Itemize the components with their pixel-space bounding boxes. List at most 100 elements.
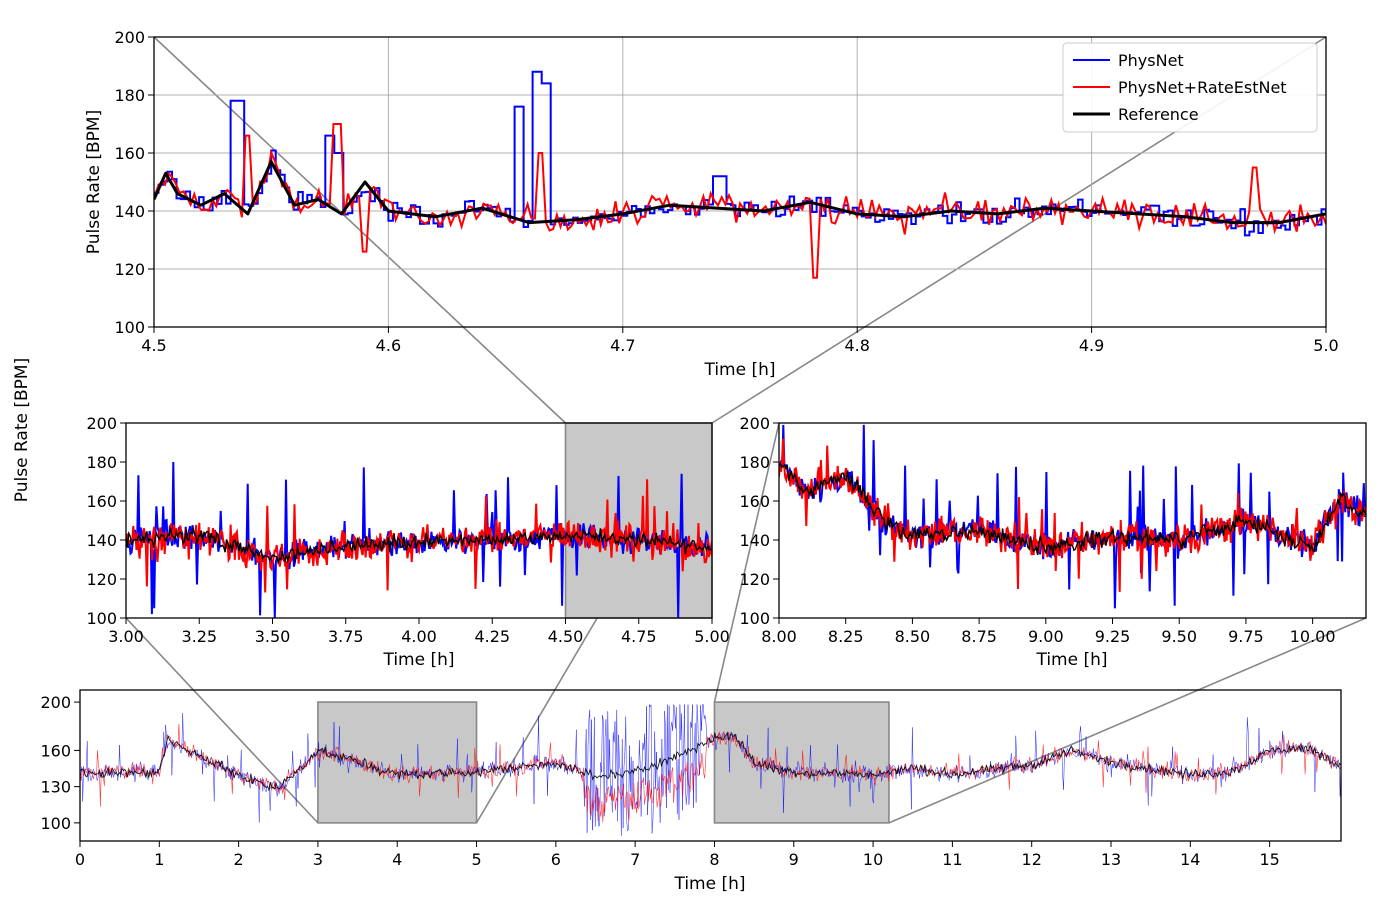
top-series-reference (154, 160, 1326, 225)
mr-y-tick-label: 100 (739, 609, 770, 628)
b-x-tick-label: 6 (551, 850, 561, 869)
ml-x-tick-label: 3.00 (108, 627, 144, 646)
top-x-axis-label: Time [h] (703, 360, 775, 380)
b-x-tick-label: 13 (1101, 850, 1121, 869)
mr-x-tick-label: 9.00 (1028, 627, 1064, 646)
b-x-tick-label: 14 (1180, 850, 1200, 869)
top-series (154, 70, 1326, 279)
top-y-tick-label: 100 (114, 318, 145, 337)
middle-left-x-ticks: 3.00 3.25 3.50 3.75 4.00 4.25 4.50 4.75 5.00 (108, 618, 730, 646)
mr-x-tick-label: 8.75 (961, 627, 997, 646)
bottom-frame (79, 689, 1342, 842)
middle-left-y-ticks: 100 120 140 160 180 200 (86, 414, 126, 628)
mr-x-tick-label: 9.75 (1228, 627, 1264, 646)
middle-right-series-reference (779, 462, 1366, 556)
middle-right-background (779, 423, 1366, 618)
ml-y-tick-label: 160 (86, 492, 117, 511)
b-y-tick-label: 130 (40, 778, 71, 797)
b-x-tick-label: 8 (709, 850, 719, 869)
mr-y-tick-label: 180 (739, 453, 770, 472)
top-y-tick-label: 160 (114, 144, 145, 163)
ml-y-tick-label: 120 (86, 570, 117, 589)
bottom-zoom-regions (317, 701, 890, 824)
top-y-tick-label: 120 (114, 260, 145, 279)
mr-x-tick-label: 8.25 (828, 627, 864, 646)
mr-x-tick-label: 9.25 (1095, 627, 1131, 646)
b-x-tick-label: 9 (789, 850, 799, 869)
middle-right-y-ticks: 100 120 140 160 180 200 (739, 414, 779, 628)
ml-x-tick-label: 3.75 (328, 627, 364, 646)
legend-label-reference: Reference (1118, 105, 1199, 124)
legend-label-physnet: PhysNet (1118, 51, 1184, 70)
top-y-tick-label: 140 (114, 202, 145, 221)
top-x-tick-label: 4.6 (376, 336, 401, 355)
bottom-zoom-region (713, 701, 890, 824)
b-x-tick-label: 10 (863, 850, 883, 869)
ml-x-tick-label: 3.50 (255, 627, 291, 646)
bottom-series-reference (80, 731, 1341, 791)
legend-box (1062, 42, 1318, 133)
top-y-tick-label: 180 (114, 86, 145, 105)
b-x-tick-label: 7 (630, 850, 640, 869)
zoom-connector-line (125, 617, 319, 824)
mr-x-tick-label: 8.50 (895, 627, 931, 646)
zoom-connector-line (888, 617, 1367, 824)
ml-y-tick-label: 100 (86, 609, 117, 628)
mr-y-tick-label: 160 (739, 492, 770, 511)
middle-left-series-rateestnet (126, 479, 712, 593)
bottom-x-ticks: 0 1 2 3 4 5 6 7 8 9 10 11 12 13 14 15 (75, 841, 1280, 869)
top-x-tick-label: 4.9 (1079, 336, 1104, 355)
legend: PhysNet PhysNet+RateEstNet Reference (1062, 42, 1318, 133)
b-y-tick-label: 160 (40, 741, 71, 760)
legend-label-rateestnet: PhysNet+RateEstNet (1118, 78, 1287, 97)
b-x-tick-label: 11 (942, 850, 962, 869)
b-y-tick-label: 100 (40, 814, 71, 833)
top-x-tick-label: 5.0 (1313, 336, 1338, 355)
ml-x-tick-label: 4.00 (401, 627, 437, 646)
middle-right-x-axis-label: Time [h] (1035, 650, 1107, 670)
middle-right-x-ticks: 8.00 8.25 8.50 8.75 9.00 9.25 9.50 9.75 10.00 (761, 618, 1336, 646)
mr-x-tick-label: 8.00 (761, 627, 797, 646)
top-y-axis-label: Pulse Rate [BPM] (84, 110, 104, 254)
mr-y-tick-label: 200 (739, 414, 770, 433)
ml-x-tick-label: 3.25 (181, 627, 217, 646)
bottom-y-ticks: 100 130 160 200 (40, 693, 80, 833)
b-x-tick-label: 4 (392, 850, 402, 869)
top-y-tick-label: 200 (114, 28, 145, 47)
ml-x-tick-label: 5.00 (694, 627, 730, 646)
middle-left-zoom-highlight (564, 422, 713, 619)
b-y-tick-label: 200 (40, 693, 71, 712)
zoom-connector-line (153, 36, 567, 424)
top-y-ticks: 100 120 140 160 180 200 (114, 28, 154, 337)
ml-y-tick-label: 180 (86, 453, 117, 472)
bottom-series-physnet (80, 704, 1341, 836)
b-x-tick-label: 1 (154, 850, 164, 869)
middle-left-series-reference (126, 526, 712, 566)
middle-right-frame (778, 422, 1367, 619)
b-x-tick-label: 15 (1259, 850, 1279, 869)
ml-y-tick-label: 140 (86, 531, 117, 550)
middle-right-series (779, 424, 1366, 609)
bottom-x-axis-label: Time [h] (673, 874, 745, 894)
middle-left-panel: 3.00 3.25 3.50 3.75 4.00 4.25 4.50 4.75 5.00 100… (86, 414, 729, 670)
b-x-tick-label: 2 (234, 850, 244, 869)
middle-left-x-axis-label: Time [h] (382, 650, 454, 670)
b-x-tick-label: 3 (313, 850, 323, 869)
bottom-zoom-region (317, 701, 478, 824)
ml-x-tick-label: 4.50 (548, 627, 584, 646)
top-x-tick-label: 4.5 (141, 336, 166, 355)
top-x-ticks: 4.5 4.6 4.7 4.8 4.9 5.0 (141, 327, 1339, 355)
ml-x-tick-label: 4.75 (621, 627, 657, 646)
middle-right-panel: 8.00 8.25 8.50 8.75 9.00 9.25 9.50 9.75 10.00 10… (739, 414, 1367, 670)
ml-y-tick-label: 200 (86, 414, 117, 433)
ml-x-tick-label: 4.25 (474, 627, 510, 646)
top-panel: 4.5 4.6 4.7 4.8 4.9 5.0 100 120 140 160 180 200 Ti… (84, 28, 1339, 380)
b-x-tick-label: 0 (75, 850, 85, 869)
mr-y-tick-label: 140 (739, 531, 770, 550)
top-x-tick-label: 4.8 (844, 336, 869, 355)
mr-y-tick-label: 120 (739, 570, 770, 589)
bottom-series (80, 704, 1341, 836)
top-x-tick-label: 4.7 (610, 336, 635, 355)
